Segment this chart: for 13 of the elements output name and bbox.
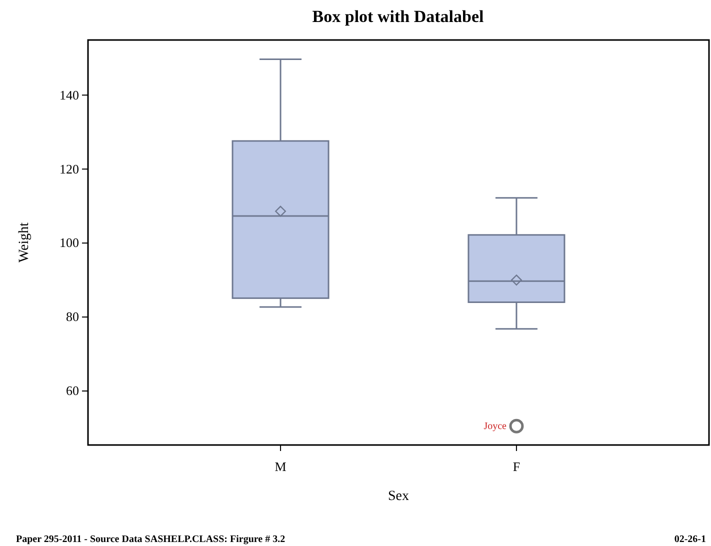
chart-title: Box plot with Datalabel: [312, 7, 484, 26]
y-tick-label: 140: [60, 87, 79, 102]
text: 02-26-1: [674, 534, 706, 545]
text: Paper 295-2011 - Source Data SASHELP.CLASS: Firgure # 3.2: [16, 534, 286, 545]
y-tick-label: 120: [60, 161, 79, 176]
y-tick-label: 60: [66, 383, 79, 398]
y-tick-label: 100: [60, 235, 79, 250]
y-tick-label: 80: [66, 309, 79, 324]
x-tick-label: F: [512, 458, 520, 474]
x-axis-title: Sex: [388, 489, 409, 504]
x-tick-label: M: [274, 458, 287, 474]
annotation: Joyce: [484, 421, 508, 432]
y-axis-title: Weight: [17, 222, 32, 263]
